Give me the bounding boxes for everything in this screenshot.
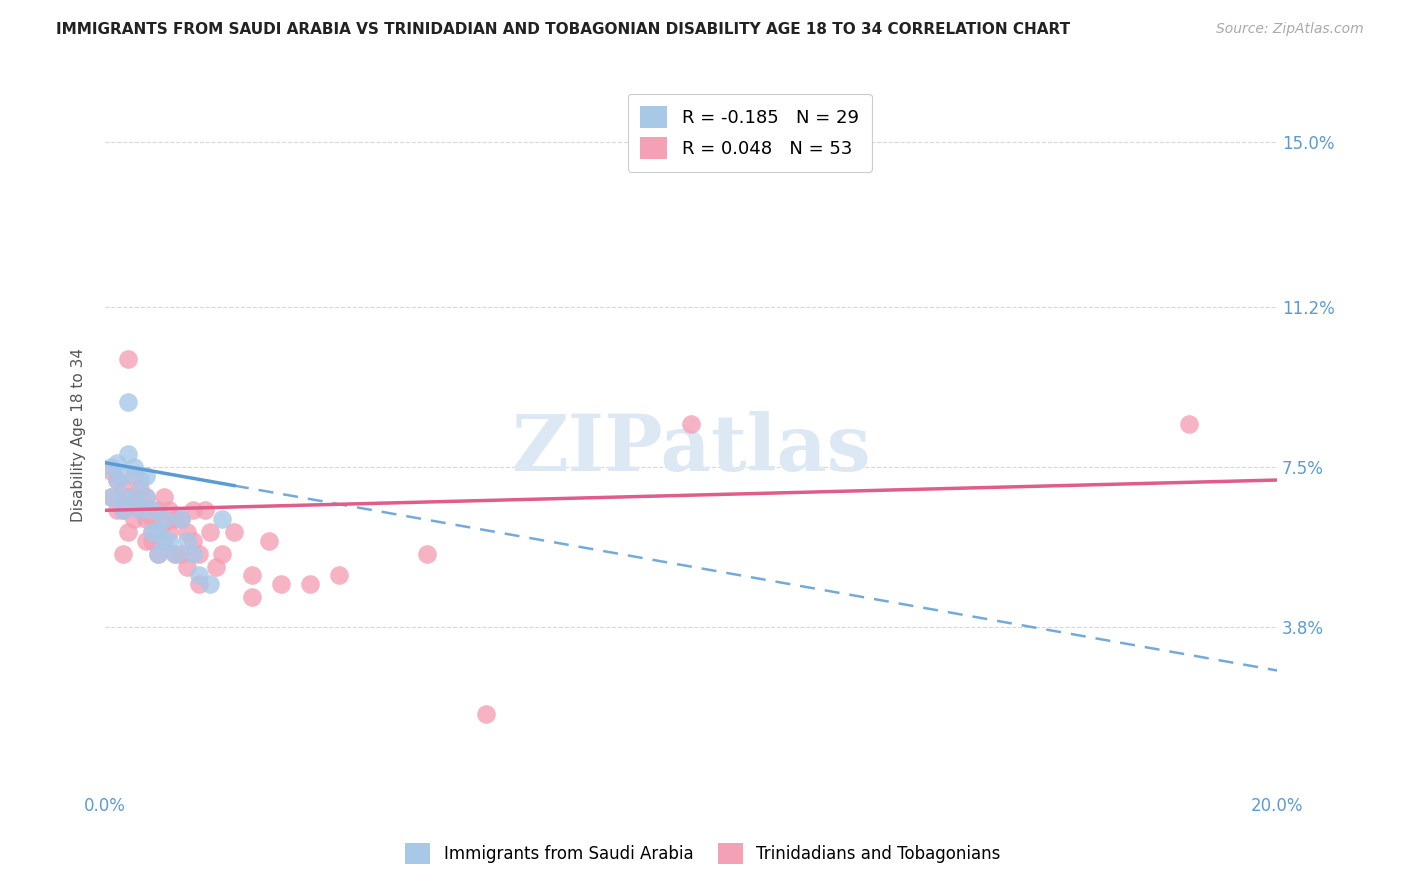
Point [129,503,152,517]
Point [135,491,157,505]
Point [194,503,217,517]
Point [176,559,198,574]
Point [170,512,193,526]
Point [141,533,163,548]
Point [100,460,122,475]
Point [124,460,146,475]
Point [111,491,134,505]
Point [152,516,174,531]
Point [1178,417,1201,431]
Y-axis label: Disability Age 18 to 34: Disability Age 18 to 34 [72,348,86,522]
Point [111,503,134,517]
Point [211,512,233,526]
Point [222,524,245,539]
Point [416,547,439,561]
Point [475,706,498,721]
Point [165,547,187,561]
Point [200,524,222,539]
Point [152,533,174,548]
Point [211,547,233,561]
Point [159,503,181,517]
Point [146,547,169,561]
Point [124,491,146,505]
Point [124,512,146,526]
Point [181,503,204,517]
Point [135,491,157,505]
Point [111,547,134,561]
Point [187,547,209,561]
Text: Source: ZipAtlas.com: Source: ZipAtlas.com [1216,22,1364,37]
Point [187,568,209,582]
Point [299,577,322,591]
Point [257,533,280,548]
Point [152,512,174,526]
Point [135,468,157,483]
Point [146,524,169,539]
Legend: Immigrants from Saudi Arabia, Trinidadians and Tobagonians: Immigrants from Saudi Arabia, Trinidadia… [398,837,1008,871]
Point [100,491,122,505]
Point [100,464,122,478]
Point [328,568,350,582]
Point [135,512,157,526]
Text: ZIPatlas: ZIPatlas [512,411,870,487]
Point [181,547,204,561]
Point [187,577,209,591]
Point [117,524,139,539]
Point [105,456,128,470]
Point [141,503,163,517]
Legend: R = -0.185   N = 29, R = 0.048   N = 53: R = -0.185 N = 29, R = 0.048 N = 53 [627,94,872,172]
Point [141,524,163,539]
Point [111,468,134,483]
Point [105,473,128,487]
Point [159,524,181,539]
Point [141,524,163,539]
Point [105,473,128,487]
Point [146,547,169,561]
Point [129,503,152,517]
Point [129,473,152,487]
Point [117,351,139,366]
Point [105,503,128,517]
Point [170,547,193,561]
Point [129,482,152,496]
Point [124,468,146,483]
Point [181,533,204,548]
Point [270,577,292,591]
Point [117,491,139,505]
Point [111,482,134,496]
Point [117,447,139,461]
Point [205,559,228,574]
Point [141,512,163,526]
Point [111,503,134,517]
Point [152,491,174,505]
Point [200,577,222,591]
Point [159,533,181,548]
Point [165,512,187,526]
Point [240,568,263,582]
Point [240,590,263,604]
Text: IMMIGRANTS FROM SAUDI ARABIA VS TRINIDADIAN AND TOBAGONIAN DISABILITY AGE 18 TO : IMMIGRANTS FROM SAUDI ARABIA VS TRINIDAD… [56,22,1070,37]
Point [100,491,122,505]
Point [152,533,174,548]
Point [176,533,198,548]
Point [681,417,703,431]
Point [117,395,139,409]
Point [124,491,146,505]
Point [170,512,193,526]
Point [165,547,187,561]
Point [135,533,157,548]
Point [146,503,169,517]
Point [176,524,198,539]
